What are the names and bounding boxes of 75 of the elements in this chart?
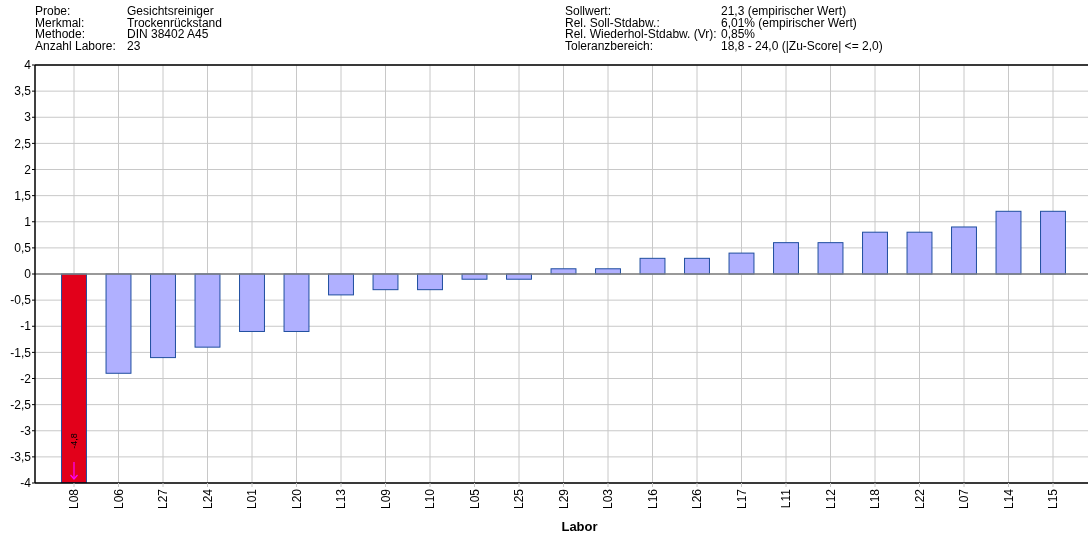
x-tick-label: L12 [823,488,838,510]
x-tick-label: L29 [556,488,571,510]
annotation: -4,8 [69,433,80,449]
y-tick-label: -3 [20,423,32,438]
bar [951,226,977,275]
bar [105,273,132,374]
bar [61,273,87,483]
text: Gesichtsreiniger [127,4,214,18]
bar [372,273,399,291]
x-tick-label: L08 [67,488,82,510]
x-tick-label: L09 [378,488,393,510]
text: Methode: [35,27,86,41]
x-tick-label: L05 [467,488,482,510]
text: Rel. Soll-Stdabw.: [565,15,660,30]
bar [417,273,443,291]
bar [684,257,710,275]
bar [639,257,666,275]
text: Merkmal: [35,15,85,30]
x-tick-label: L22 [912,488,927,510]
y-tick-label: 3,5 [14,84,32,99]
text: 21,3 (empirischer Wert) [721,4,847,18]
x-tick-label: L11 [779,488,794,509]
text: 23 [127,38,141,53]
bar [995,210,1022,275]
bar [194,273,221,348]
y-tick-label: -2,5 [10,397,32,412]
x-tick-label: L15 [1046,488,1061,510]
x-tick-label: L27 [156,488,171,510]
bar [1040,210,1066,275]
y-tick-label: -3,5 [10,450,32,465]
y-tick-label: 4 [24,58,32,73]
x-tick-label: L01 [245,488,260,510]
bar [728,252,755,275]
y-tick-label: 0,5 [14,241,32,256]
text: Anzahl Labore: [35,38,116,53]
bar [906,231,933,275]
x-tick-label: L18 [868,488,883,510]
bar [328,273,354,296]
text: Probe: [35,4,71,18]
x-tick-label: L16 [645,488,660,510]
x-tick-label: L10 [423,488,438,510]
x-tick-label: L06 [111,488,126,510]
x-tick-label: L26 [690,488,705,510]
bar [773,242,799,275]
x-tick-label: L07 [957,488,972,510]
y-tick-label: -4 [20,476,32,491]
bar [239,273,265,332]
bar [862,231,888,275]
x-tick-label: L13 [334,488,349,510]
x-tick-label: L03 [601,488,616,510]
x-tick-label: L24 [200,488,215,510]
y-tick-label: -1,5 [10,345,32,360]
y-tick-label: 2 [24,162,32,177]
y-tick-label: -0,5 [10,293,32,308]
y-tick-label: 3 [24,110,32,125]
text: 18,8 - 24,0 (|Zu-Score| <= 2,0) [721,38,883,53]
x-tick-label: L17 [734,488,749,510]
y-tick-label: 2,5 [14,136,32,151]
text: Rel. Wiederhol-Stdabw. (Vr): [565,27,717,41]
y-tick-label: -1 [20,319,32,334]
bar [817,242,844,275]
x-tick-label: L20 [289,488,304,510]
y-tick-label: 0 [24,267,32,282]
x-axis-title: Labor [561,519,598,534]
text: 0,85% [721,27,756,41]
text: Toleranzbereich: [565,38,654,53]
bar [283,273,310,332]
x-tick-label: L25 [512,488,527,510]
y-tick-label: 1 [24,214,32,229]
bar [150,273,176,359]
text: DIN 38402 A45 [127,27,209,41]
text: Sollwert: [565,4,612,18]
x-tick-label: L14 [1001,488,1016,510]
y-tick-label: 1,5 [14,188,32,203]
y-tick-label: -2 [20,371,32,386]
